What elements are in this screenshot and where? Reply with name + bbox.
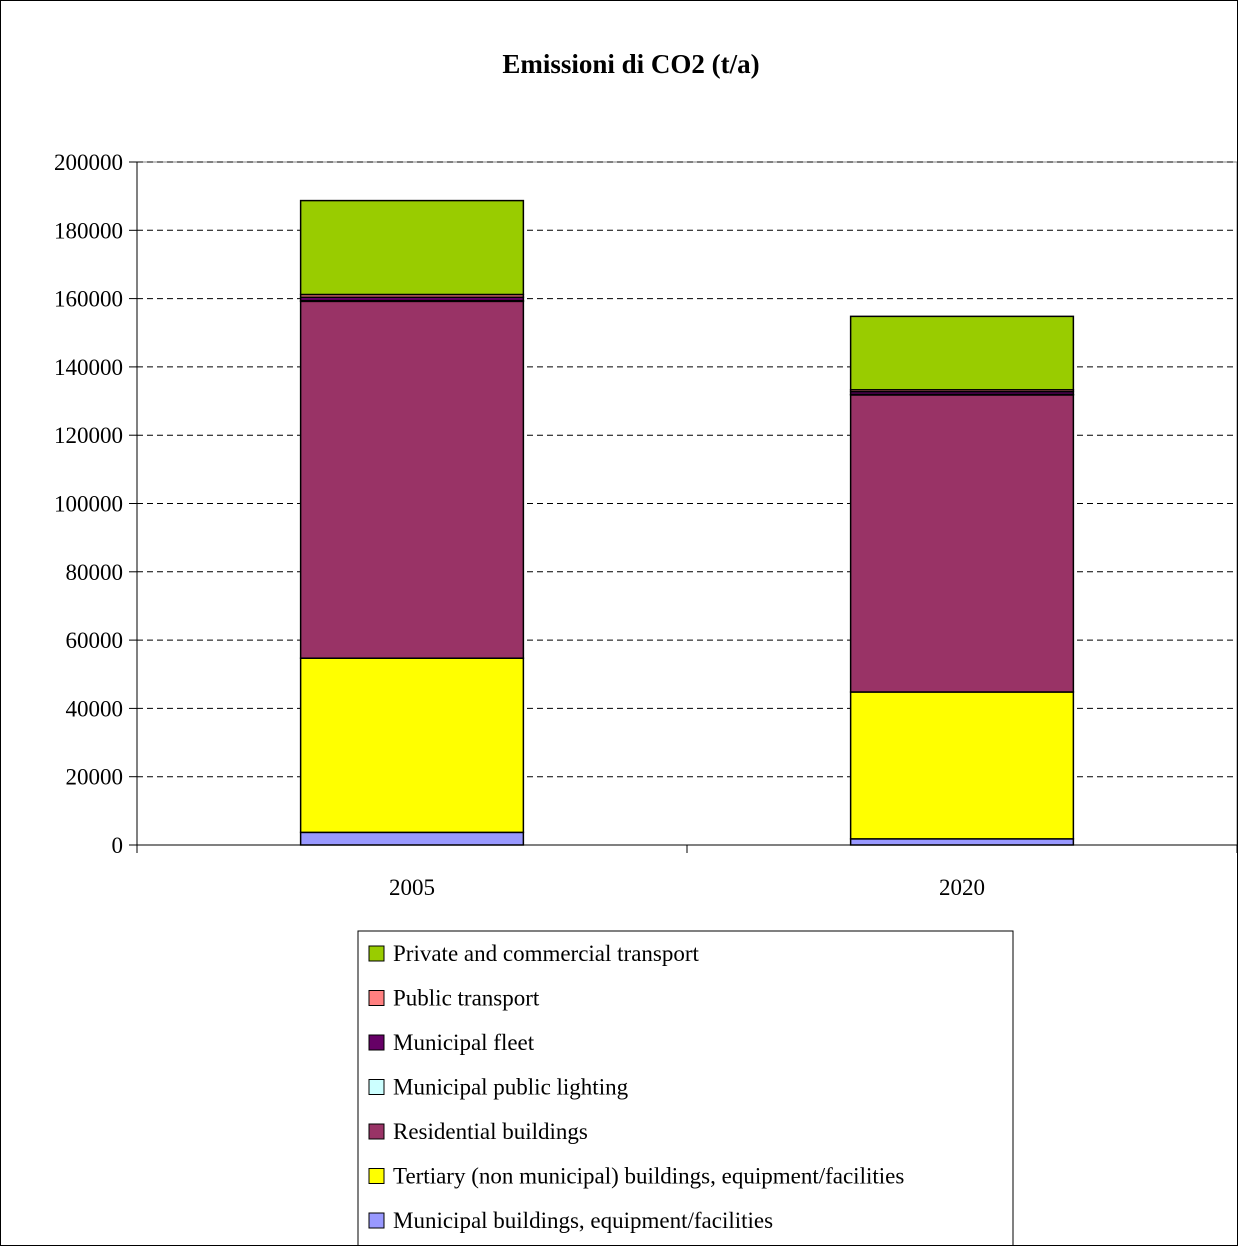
legend: Private and commercial transport Public t… [357,930,1014,1245]
legend-label: Municipal buildings, equipment/facilitie… [393,1208,773,1233]
legend-label: Tertiary (non municipal) buildings, equi… [393,1164,904,1189]
bar-segment [299,199,525,296]
chart-title: Emissioni di CO2 (t/a) [502,49,759,79]
legend-label: Municipal fleet [393,1030,535,1055]
legend-swatch [368,1079,385,1095]
y-tick-label: 100000 [54,492,123,517]
bar-segment [299,300,525,659]
legend-swatch [368,1123,385,1140]
y-tick-label: 40000 [66,696,124,721]
x-tick-label: 2020 [939,875,985,900]
y-tick-label: 140000 [54,355,123,380]
bar-segment [849,394,1075,693]
legend-swatch [368,1168,385,1184]
legend-label: Residential buildings [393,1119,588,1144]
bar-segment [299,831,525,846]
y-tick-label: 160000 [54,287,123,312]
y-tick-label: 0 [112,833,124,858]
bar-segment [299,657,525,834]
legend-swatch [368,990,385,1006]
legend-box [357,930,1014,1245]
y-tick-label: 60000 [66,628,124,653]
legend-swatch [368,945,385,962]
bar-segment [849,315,1075,391]
bar-segment [849,838,1075,846]
legend-label: Private and commercial transport [393,941,700,966]
bar-segment [849,691,1075,840]
legend-swatch [368,1212,385,1229]
legend-label: Municipal public lighting [393,1075,629,1100]
y-tick-label: 120000 [54,423,123,448]
axes: 0 20000 40000 60000 80000 100000 120000 140000 1… [54,150,1237,900]
x-tick-label: 2005 [389,875,435,900]
y-tick-label: 200000 [54,150,123,175]
y-tick-label: 80000 [66,560,124,585]
legend-label: Public transport [393,986,540,1011]
y-tick-label: 180000 [54,218,123,243]
bars [299,199,1075,846]
y-tick-label: 20000 [66,765,124,790]
legend-swatch [368,1034,385,1051]
